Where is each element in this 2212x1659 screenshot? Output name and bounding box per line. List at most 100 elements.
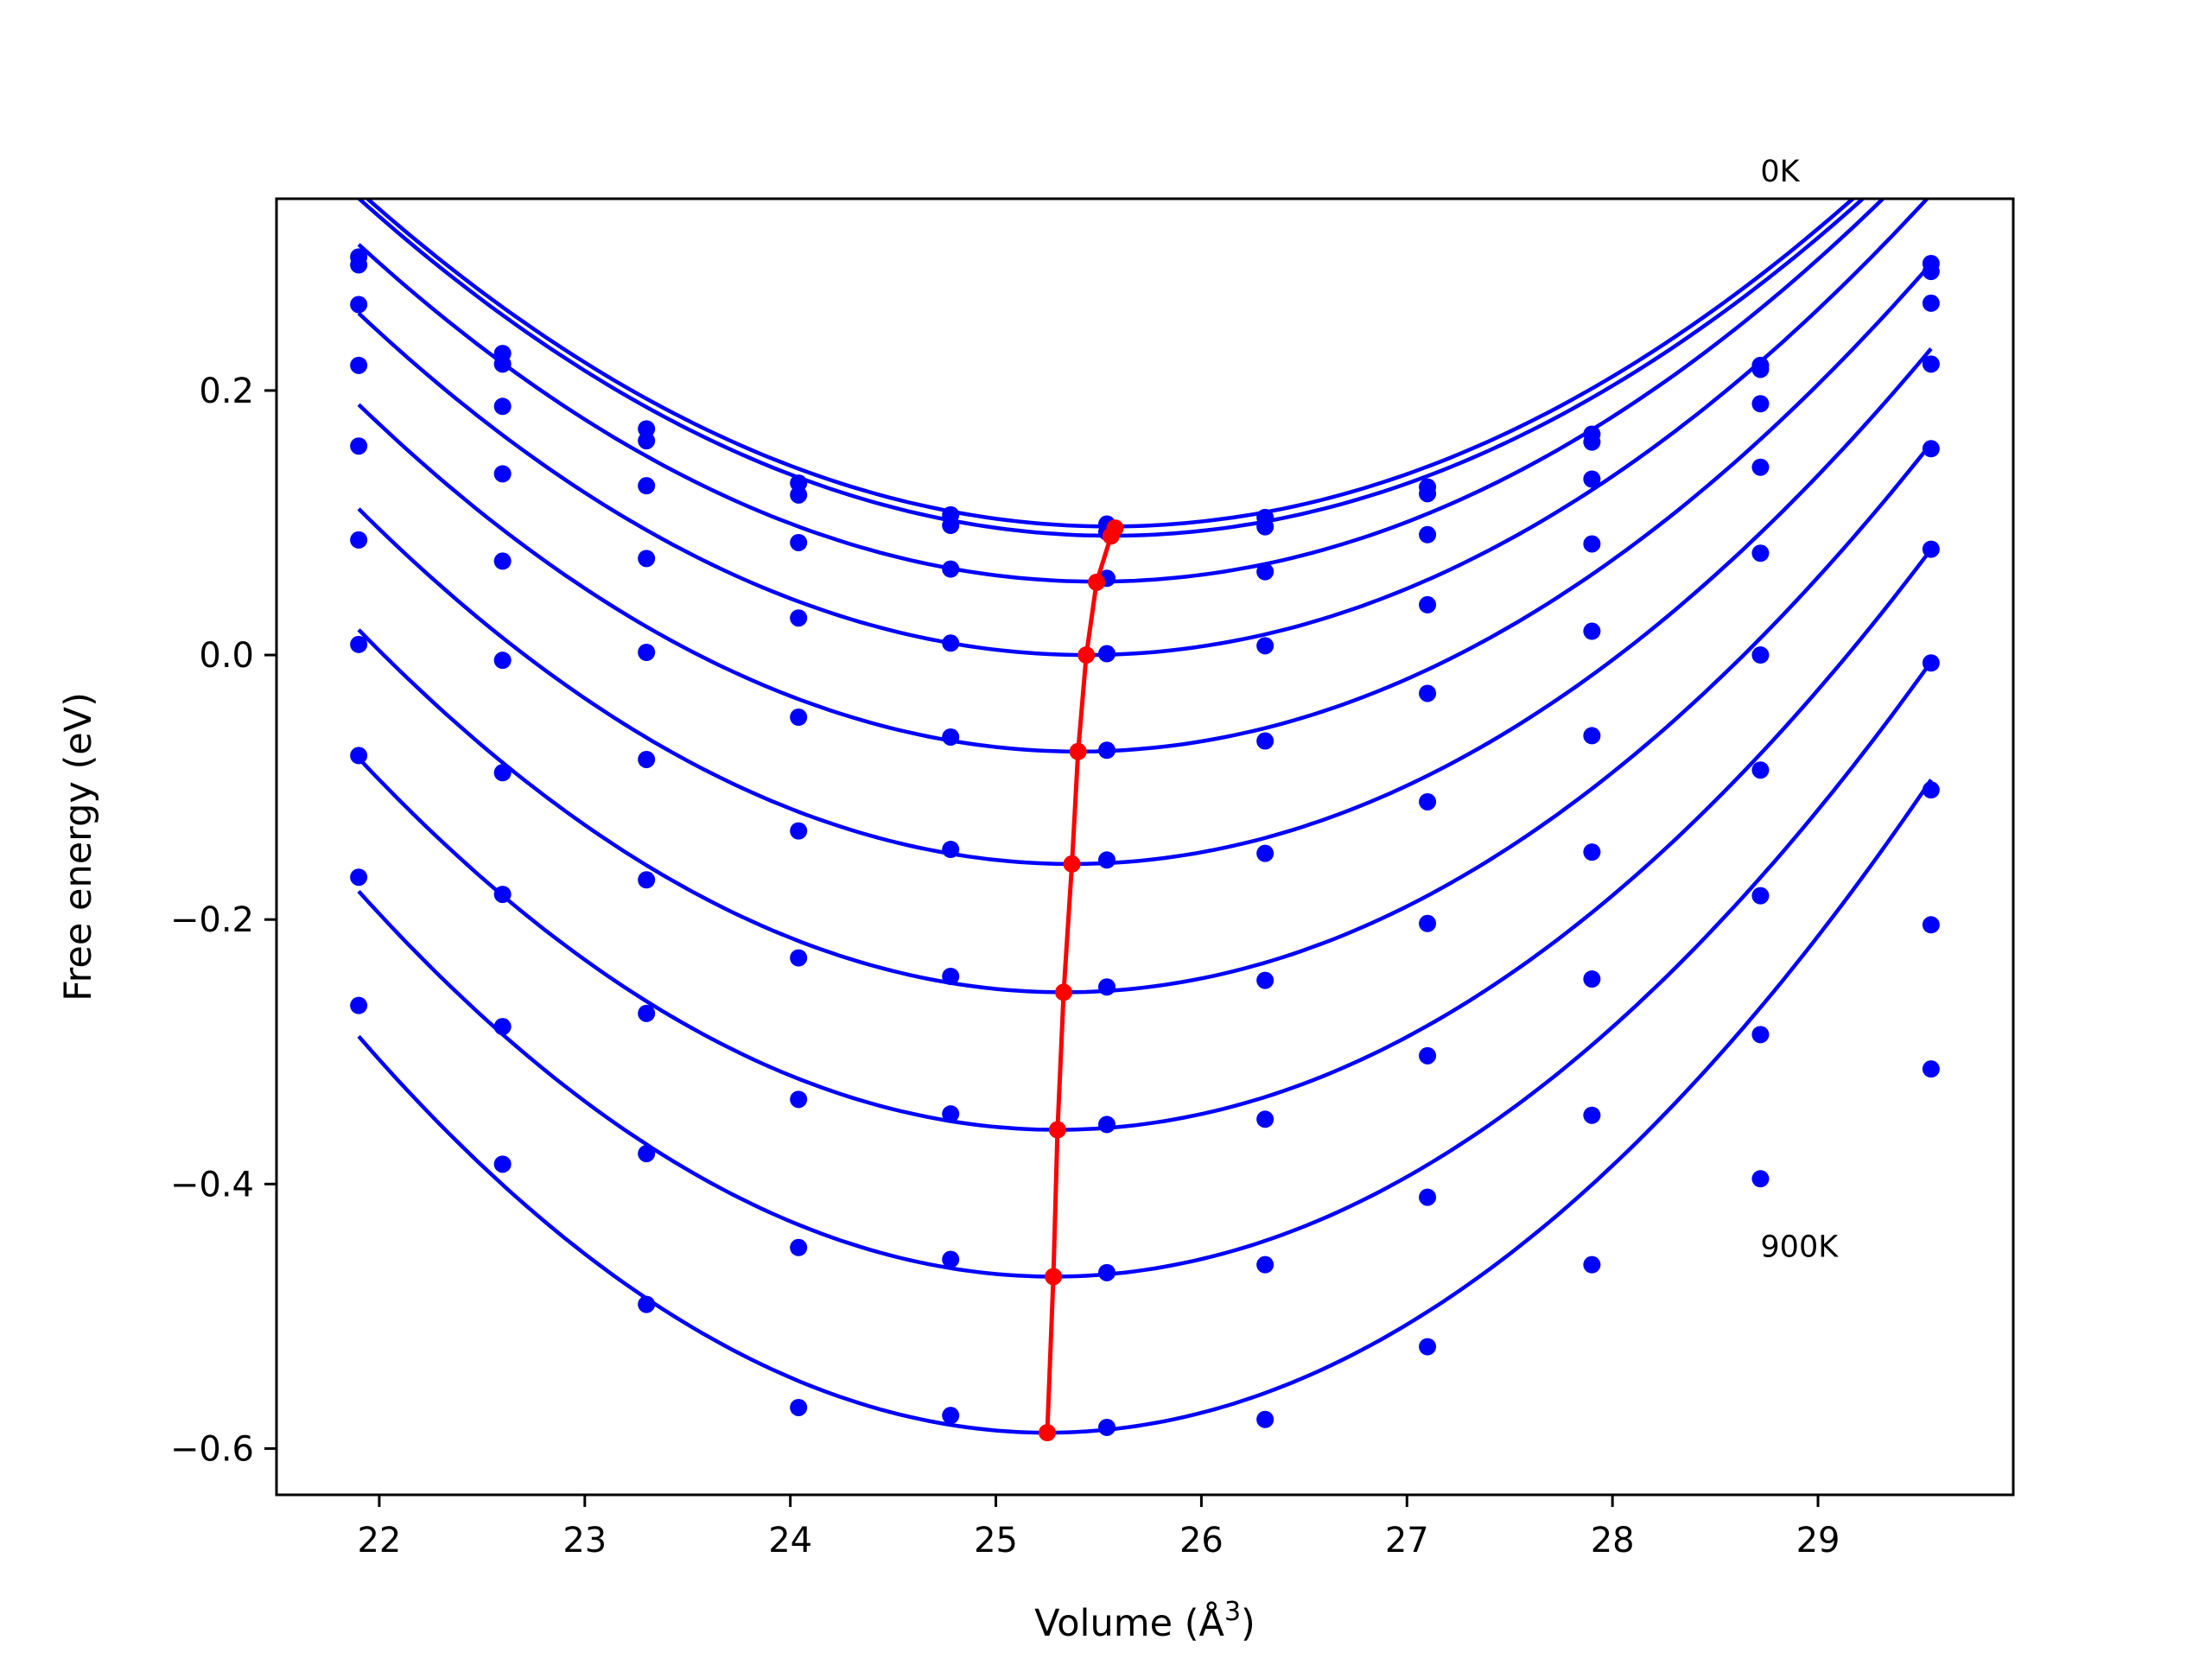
data-point [1751, 458, 1770, 476]
data-point [942, 1250, 960, 1268]
data-point [1419, 792, 1437, 810]
data-point [942, 1105, 960, 1123]
data-point [1419, 914, 1437, 932]
data-point [350, 868, 368, 887]
data-point [1256, 1255, 1274, 1274]
fit-curve-9 [357, 660, 1933, 1279]
data-point [1419, 1188, 1437, 1206]
data-point [942, 841, 960, 859]
fit-curve-4 [357, 199, 1930, 658]
data-point [790, 1090, 808, 1109]
x-tick-label: 25 [974, 1521, 1018, 1560]
data-point [493, 552, 512, 570]
data-point [1419, 525, 1437, 543]
data-point [790, 533, 808, 551]
minimum-point [1069, 742, 1087, 760]
data-point [638, 550, 656, 568]
data-point [942, 517, 960, 535]
minimum-line [1039, 519, 1124, 1442]
data-point [1751, 1170, 1770, 1188]
data-point [1097, 1116, 1116, 1134]
x-axis-label: Volume (Å3) [1034, 1597, 1255, 1645]
data-point [350, 437, 368, 455]
data-point [493, 397, 512, 416]
data-point [790, 949, 808, 967]
data-point [1419, 595, 1437, 613]
data-point [638, 871, 656, 889]
data-point [1097, 741, 1116, 760]
data-point [638, 420, 656, 438]
data-point [638, 1295, 656, 1313]
plot-frame [275, 197, 2015, 1497]
data-point [1922, 540, 1940, 558]
data-point [1922, 781, 1940, 799]
minimum-point [1039, 1424, 1057, 1442]
x-tick-label: 24 [768, 1521, 812, 1560]
x-axis-ticks: 22 23 24 25 26 27 28 29 [357, 1495, 1840, 1560]
fit-curve-3 [357, 199, 1886, 584]
minimum-point [1045, 1268, 1063, 1286]
y-axis-ticks: −0.6 −0.4 −0.2 0.0 0.2 [170, 372, 276, 1469]
data-point [638, 750, 656, 768]
data-point [790, 822, 808, 840]
data-point [493, 1018, 512, 1036]
data-point [493, 652, 512, 670]
minimum-point [1102, 527, 1120, 545]
data-point [790, 474, 808, 493]
data-point [790, 609, 808, 627]
data-point [350, 531, 368, 549]
data-point [1256, 971, 1274, 989]
data-point [1583, 622, 1601, 640]
data-point [350, 356, 368, 374]
x-tick-label: 23 [563, 1521, 607, 1560]
data-point [638, 1145, 656, 1163]
data-point [1097, 645, 1116, 663]
minimum-point [1063, 855, 1081, 873]
data-point [1583, 433, 1601, 451]
y-tick-label: −0.4 [170, 1165, 254, 1205]
data-point [1922, 916, 1940, 934]
data-point [493, 355, 512, 373]
data-point [493, 764, 512, 782]
data-point [1097, 1418, 1116, 1436]
data-point [1583, 970, 1601, 988]
data-point [1256, 637, 1274, 655]
data-point [1097, 851, 1116, 869]
fit-curve-10 [357, 779, 1933, 1435]
data-point [1097, 978, 1116, 996]
annotations: 0K 900K [1760, 155, 1839, 1264]
y-tick-label: −0.6 [170, 1429, 254, 1469]
minimum-point [1077, 646, 1096, 664]
data-point [1583, 1106, 1601, 1124]
data-point [1256, 844, 1274, 862]
fit-curve-6 [357, 347, 1933, 867]
data-point [638, 644, 656, 661]
fit-curve-8 [357, 548, 1933, 1132]
data-point [1922, 355, 1940, 373]
data-point [1922, 440, 1940, 458]
temperature-annotation: 900K [1760, 1230, 1839, 1264]
x-tick-label: 22 [357, 1521, 401, 1560]
temperature-annotation: 0K [1760, 155, 1800, 189]
data-point [942, 634, 960, 652]
data-point [1922, 294, 1940, 312]
data-point [1751, 360, 1770, 378]
minimum-point [1088, 573, 1106, 591]
data-point [942, 560, 960, 578]
data-point [1751, 544, 1770, 563]
data-point [942, 968, 960, 985]
x-tick-label: 28 [1591, 1521, 1635, 1560]
data-point [1922, 1060, 1940, 1078]
minimum-point [1055, 983, 1073, 1001]
data-point [1922, 654, 1940, 672]
data-point [1583, 843, 1601, 861]
data-point [350, 996, 368, 1014]
data-point [1419, 1046, 1437, 1065]
data-point [1256, 563, 1274, 581]
data-point [350, 296, 368, 314]
data-point [493, 465, 512, 483]
data-point [1583, 727, 1601, 745]
data-point [790, 1238, 808, 1256]
data-point [350, 635, 368, 653]
